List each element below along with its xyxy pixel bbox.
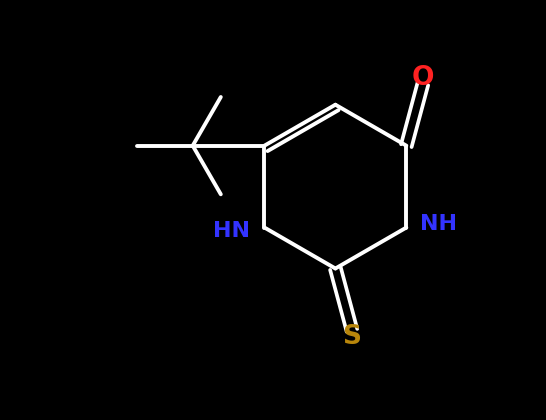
Text: NH: NH [420, 215, 458, 234]
Text: HN: HN [213, 220, 251, 241]
Text: S: S [342, 323, 361, 349]
Text: O: O [412, 65, 434, 91]
